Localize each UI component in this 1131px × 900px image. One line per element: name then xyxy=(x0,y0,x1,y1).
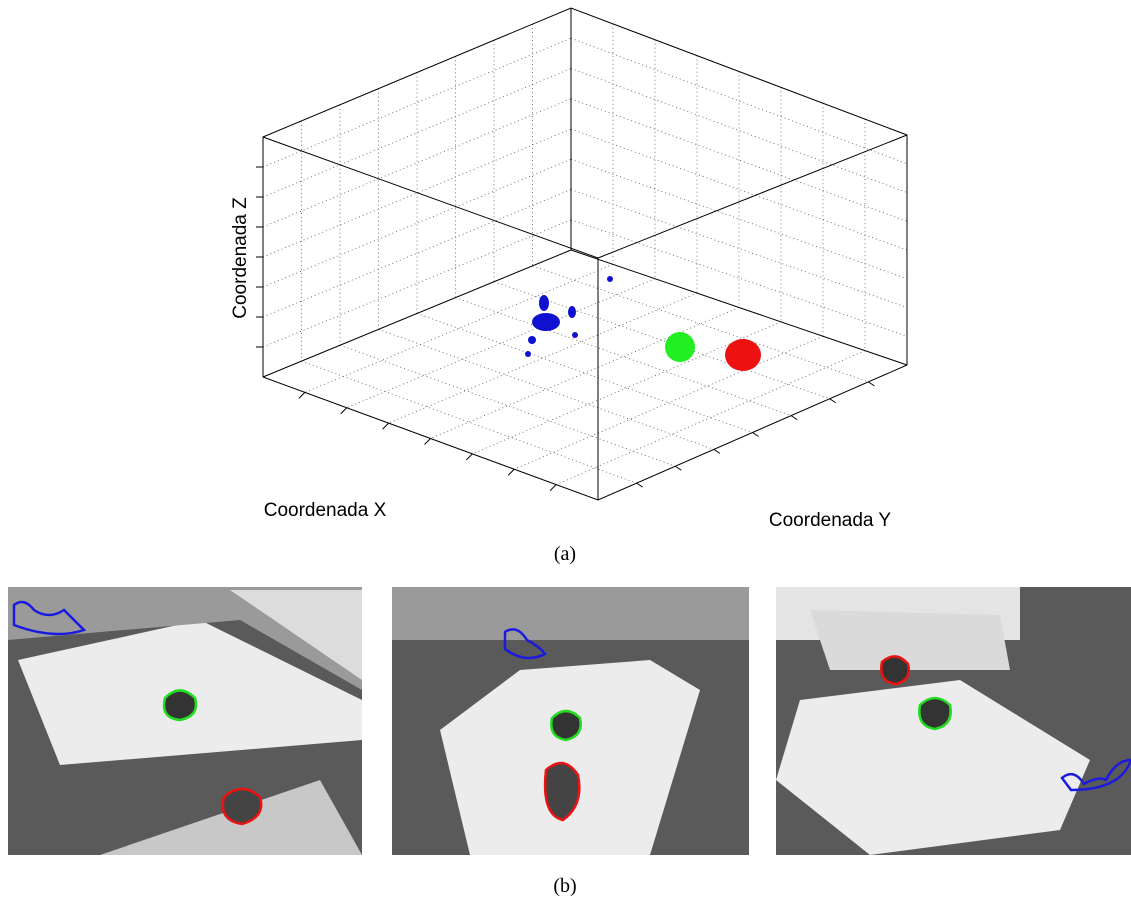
grid-line xyxy=(302,361,637,483)
grid-line xyxy=(830,399,836,403)
point-cluster xyxy=(568,306,576,318)
grid-line xyxy=(637,483,643,487)
grid-line xyxy=(383,423,389,429)
point-cluster xyxy=(528,336,536,344)
grid-line xyxy=(550,485,556,491)
camera-image xyxy=(392,587,749,855)
grid-line xyxy=(791,416,797,420)
point-cluster xyxy=(525,351,531,357)
point-cluster xyxy=(572,332,578,338)
plot-3d xyxy=(256,8,907,500)
floor xyxy=(810,610,1010,670)
grid-line xyxy=(389,293,697,423)
grid-line xyxy=(340,345,675,466)
y-axis-label: Coordenada Y xyxy=(769,510,892,531)
box-edge xyxy=(263,365,907,500)
grid-line xyxy=(299,392,305,398)
grid-line xyxy=(533,266,869,382)
contour-green xyxy=(919,698,950,729)
caption: (b) xyxy=(553,875,576,897)
box-edge xyxy=(598,135,907,258)
grid-line xyxy=(753,433,759,437)
box-edge xyxy=(263,8,907,377)
contour-green xyxy=(551,711,580,740)
camera-image xyxy=(776,587,1131,855)
grid-line xyxy=(379,329,714,449)
grid-line xyxy=(417,314,753,433)
box-edge xyxy=(263,137,598,258)
grid-line xyxy=(714,449,720,453)
point-cluster xyxy=(607,276,613,282)
grid-line xyxy=(263,159,571,287)
grid-line xyxy=(571,159,907,279)
camera-image xyxy=(8,587,362,855)
point-cluster xyxy=(532,313,560,331)
grid-line xyxy=(263,38,571,167)
point-cluster xyxy=(539,295,549,311)
grid-line xyxy=(571,69,907,193)
caption: (a) xyxy=(554,543,576,565)
grid-line xyxy=(263,220,571,347)
z-axis-label: Coordenada Z xyxy=(230,197,251,319)
grid-line xyxy=(466,454,472,460)
grid-line xyxy=(425,439,431,445)
grid-line xyxy=(675,466,681,470)
background xyxy=(392,587,749,640)
grid-line xyxy=(571,220,907,337)
cluster-blue xyxy=(525,276,613,357)
grid-line xyxy=(556,351,865,485)
cluster-green xyxy=(665,332,695,362)
grid-line xyxy=(571,38,907,164)
x-axis-label: Coordenada X xyxy=(264,500,387,521)
contour-red xyxy=(223,789,261,824)
cluster-red xyxy=(725,339,761,371)
contour-green xyxy=(164,691,196,721)
contour-red xyxy=(881,656,909,684)
grid-line xyxy=(868,382,874,386)
grid-line xyxy=(508,469,514,475)
grid-line xyxy=(431,308,740,439)
grid-line xyxy=(341,408,347,414)
figure: Coordenada Z Coordenada X Coordenada Y (… xyxy=(0,0,1131,900)
